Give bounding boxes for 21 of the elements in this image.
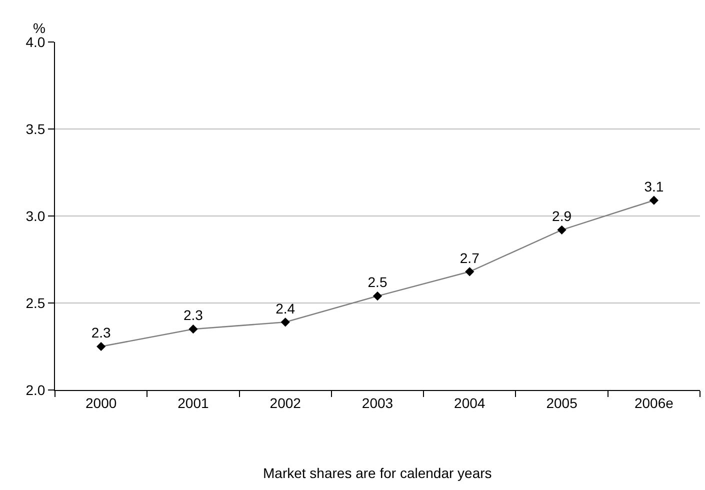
x-tick-label: 2003 [362,394,394,411]
x-tick-label: 2001 [178,394,209,411]
y-axis-title: % [33,20,46,36]
y-tick-label: 3.5 [26,120,46,137]
x-tick-label: 2004 [454,394,486,411]
y-tick-label: 2.0 [26,382,46,398]
x-tick-label: 2006e [634,394,674,411]
y-tick-label: 4.0 [26,34,46,50]
data-label: 2.5 [368,274,388,290]
data-label: 2.9 [552,208,572,224]
data-label: 2.3 [91,324,112,341]
data-label: 3.1 [644,178,664,194]
x-tick-label: 2000 [85,394,117,411]
data-label: 2.7 [460,250,480,266]
y-tick-label: 2.5 [26,294,46,311]
x-tick-label: 2002 [270,394,302,411]
data-label: 2.3 [183,307,204,324]
y-tick-label: 3.0 [26,208,46,224]
x-tick-label: 2005 [546,394,578,411]
data-label: 2.4 [276,300,296,316]
text: Market shares are for calendar years [263,465,492,481]
